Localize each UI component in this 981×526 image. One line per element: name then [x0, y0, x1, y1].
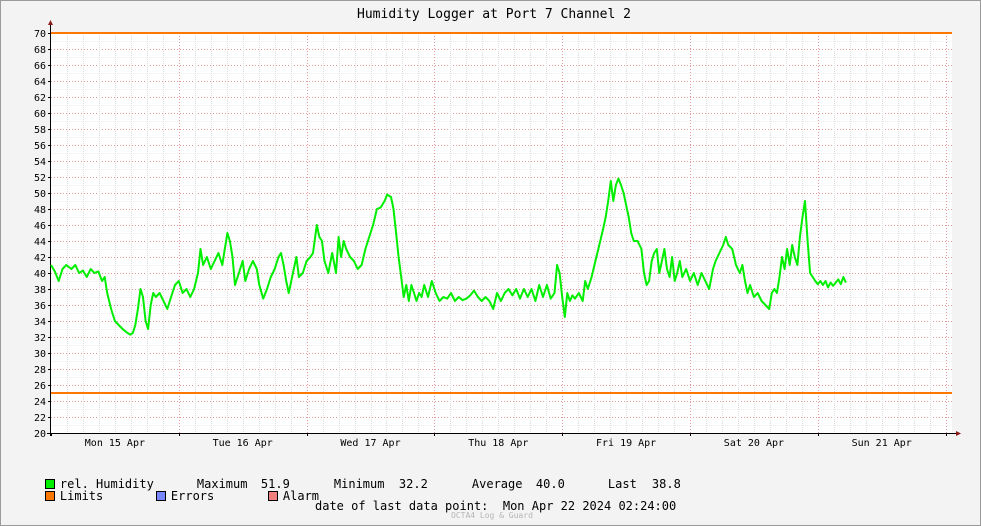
last-point-label: date of last data point:: [315, 499, 489, 513]
x-tick-label: Mon 15 Apr: [85, 438, 145, 449]
maximum-label: Maximum: [196, 477, 248, 491]
alarm-label: Alarm: [282, 489, 320, 503]
legend-average-value: 40.0: [507, 463, 565, 505]
y-tick-label: 66: [34, 61, 46, 72]
minimum-label: Minimum: [333, 477, 385, 491]
average-label: Average: [471, 477, 523, 491]
legend-maximum: Maximum: [168, 463, 248, 505]
limits-swatch: [44, 491, 55, 501]
y-tick-label: 50: [34, 189, 46, 200]
y-tick-label: 70: [34, 29, 46, 40]
y-tick-label: 48: [34, 205, 46, 216]
x-tick-label: Sun 21 Apr: [852, 438, 912, 449]
legend-last-value: 38.8: [623, 463, 681, 505]
legend-minimum-value: 32.2: [370, 463, 428, 505]
chart-title: Humidity Logger at Port 7 Channel 2: [357, 7, 631, 22]
y-tick-label: 42: [34, 253, 46, 264]
y-tick-label: 30: [34, 349, 46, 360]
last-value: 38.8: [651, 477, 681, 491]
y-tick-label: 56: [34, 141, 46, 152]
alarm-swatch: [267, 491, 278, 501]
limits-label: Limits: [59, 489, 104, 503]
x-axis-arrow: [956, 431, 961, 436]
y-tick-label: 26: [34, 381, 46, 392]
y-tick-label: 44: [34, 237, 46, 248]
y-tick-label: 40: [34, 269, 46, 280]
legend-errors: Errors: [127, 475, 214, 517]
legend-series-label: rel. Humidity: [59, 477, 154, 491]
x-tick-label: Fri 19 Apr: [596, 438, 656, 449]
y-tick-label: 24: [34, 397, 46, 408]
legend-average: Average: [443, 463, 523, 505]
errors-label: Errors: [170, 489, 215, 503]
watermark: OCTA4 Log & Guard: [451, 511, 533, 520]
x-tick-label: Sat 20 Apr: [724, 438, 784, 449]
errors-swatch: [155, 491, 166, 501]
minimum-value: 32.2: [398, 477, 428, 491]
y-tick-label: 22: [34, 413, 46, 424]
y-tick-label: 46: [34, 221, 46, 232]
last-data-point: date of last data point: Mon Apr 22 2024…: [315, 499, 676, 513]
legend-alarm: Alarm: [239, 475, 319, 517]
x-tick-label: Thu 18 Apr: [468, 438, 528, 449]
y-tick-label: 38: [34, 285, 46, 296]
average-value: 40.0: [535, 477, 565, 491]
x-tick-label: Wed 17 Apr: [340, 438, 400, 449]
humidity-series-line: [50, 177, 847, 336]
y-tick-label: 58: [34, 125, 46, 136]
y-tick-label: 34: [34, 317, 46, 328]
y-tick-label: 52: [34, 173, 46, 184]
y-tick-label: 36: [34, 301, 46, 312]
legend-row-1: rel. Humidity: [16, 463, 154, 505]
legend-minimum: Minimum: [305, 463, 385, 505]
y-tick-label: 68: [34, 45, 46, 56]
last-label: Last: [607, 477, 637, 491]
maximum-value: 51.9: [260, 477, 290, 491]
legend-last: Last: [579, 463, 637, 505]
y-tick-label: 64: [34, 77, 46, 88]
y-tick-label: 60: [34, 109, 46, 120]
y-tick-label: 20: [34, 429, 46, 440]
legend-limits: Limits: [16, 475, 103, 517]
last-point-value: Mon Apr 22 2024 02:24:00: [502, 499, 677, 513]
y-tick-label: 32: [34, 333, 46, 344]
y-axis-arrow: [48, 20, 53, 25]
y-tick-label: 62: [34, 93, 46, 104]
y-tick-label: 28: [34, 365, 46, 376]
humidity-swatch: [44, 479, 55, 489]
x-tick-label: Tue 16 Apr: [213, 438, 273, 449]
legend-maximum-value: 51.9: [232, 463, 290, 505]
y-tick-label: 54: [34, 157, 46, 168]
